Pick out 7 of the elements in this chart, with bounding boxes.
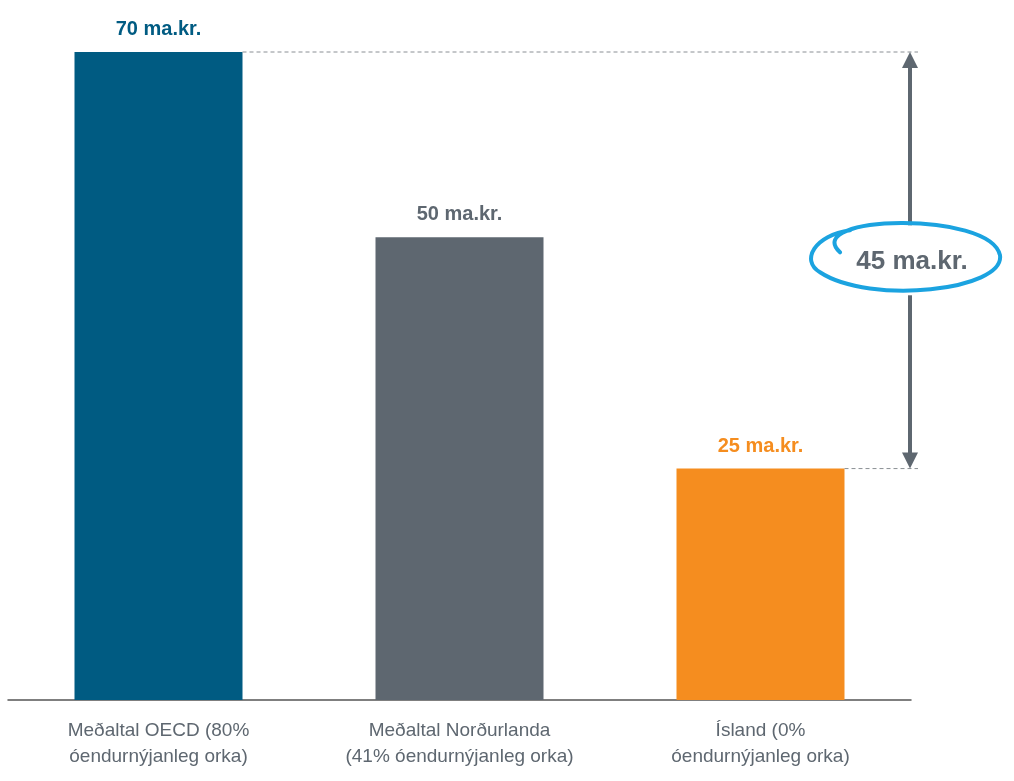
- x-tick-label: Meðaltal Norðurlanda (41% óendurnýjanleg orka): [345, 718, 574, 766]
- data-label: 70 ma.kr.: [115, 17, 202, 39]
- data-label: 50 ma.kr.: [416, 202, 503, 225]
- data-label: 25 ma.kr.: [717, 433, 804, 456]
- annotation: 45 ma.kr.: [856, 244, 968, 276]
- x-tick-label: Meðaltal OECD (80% óendurnýjanleg orka): [67, 718, 250, 766]
- x-tick-label: Ísland (0% óendurnýjanleg orka): [671, 718, 850, 766]
